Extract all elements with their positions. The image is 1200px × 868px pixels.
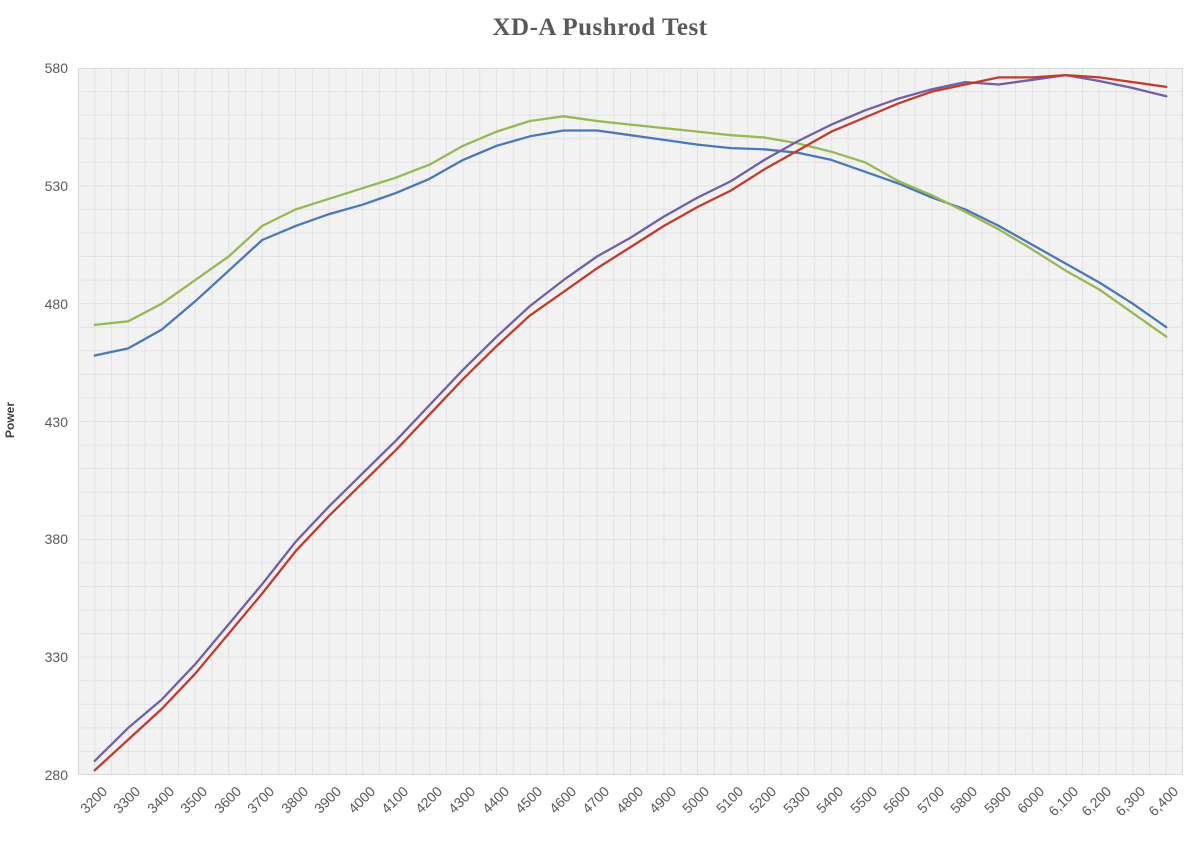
- plot-border: [78, 68, 1183, 775]
- plot-svg: [78, 68, 1183, 775]
- y-tick-label: 530: [44, 177, 68, 194]
- y-tick-label: 330: [44, 649, 68, 666]
- y-tick-label: 580: [44, 60, 68, 76]
- y-tick-label: 380: [44, 531, 68, 548]
- plot-area: [78, 68, 1183, 775]
- y-axis-title: Power: [3, 402, 17, 439]
- series-4-red-line: [93, 73, 1168, 772]
- series-3-purple-line: [93, 73, 1168, 763]
- series-2-green-line: [93, 115, 1168, 338]
- gridlines: [78, 68, 1183, 775]
- y-tick-label: 280: [44, 767, 68, 783]
- y-tick-label: 430: [44, 413, 68, 430]
- series-1-blue-line: [93, 129, 1168, 357]
- y-tick-label: 480: [44, 295, 68, 312]
- chart-title: XD-A Pushrod Test: [492, 14, 708, 41]
